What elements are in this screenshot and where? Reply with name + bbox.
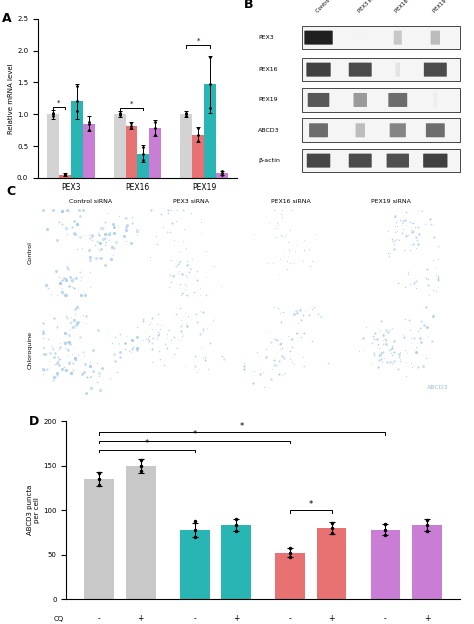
Bar: [84, 479, 114, 599]
Bar: [126, 125, 137, 178]
Text: *: *: [192, 431, 197, 439]
Bar: [302, 149, 460, 172]
FancyBboxPatch shape: [434, 93, 437, 107]
Text: ABCD3: ABCD3: [427, 385, 449, 391]
FancyBboxPatch shape: [388, 93, 407, 107]
Text: Control siRNA: Control siRNA: [315, 0, 344, 14]
FancyBboxPatch shape: [424, 62, 447, 77]
Bar: [180, 114, 192, 178]
Text: PEX19 siRNA: PEX19 siRNA: [371, 198, 411, 204]
Bar: [204, 84, 216, 178]
Bar: [126, 466, 155, 599]
FancyBboxPatch shape: [394, 31, 402, 44]
Bar: [192, 135, 204, 178]
Text: PEX16 siRNA: PEX16 siRNA: [271, 198, 310, 204]
FancyBboxPatch shape: [349, 62, 372, 77]
Text: -: -: [289, 614, 292, 623]
FancyBboxPatch shape: [390, 124, 406, 137]
Text: *: *: [309, 500, 313, 509]
Bar: [71, 102, 83, 178]
Bar: [180, 530, 210, 599]
Bar: [216, 173, 228, 178]
Text: +: +: [233, 614, 239, 623]
Bar: [302, 119, 460, 142]
FancyBboxPatch shape: [308, 93, 329, 107]
FancyBboxPatch shape: [309, 124, 328, 137]
FancyBboxPatch shape: [306, 62, 331, 77]
Text: A: A: [2, 12, 12, 26]
Text: ABCD3: ABCD3: [258, 128, 280, 133]
FancyBboxPatch shape: [307, 154, 330, 168]
Text: *: *: [130, 100, 133, 107]
Bar: [275, 553, 305, 599]
Text: PEX3 siRNA: PEX3 siRNA: [173, 198, 209, 204]
Bar: [59, 175, 71, 178]
Text: Control siRNA: Control siRNA: [69, 198, 112, 204]
FancyBboxPatch shape: [349, 154, 372, 168]
Text: C: C: [6, 185, 15, 198]
Bar: [302, 88, 460, 112]
Text: PEX19 siRNA: PEX19 siRNA: [432, 0, 459, 14]
Bar: [114, 114, 126, 178]
Text: PEX3 siRNA: PEX3 siRNA: [357, 0, 382, 14]
Text: *: *: [240, 422, 245, 431]
Text: +: +: [137, 614, 144, 623]
FancyBboxPatch shape: [423, 154, 447, 168]
Text: -: -: [193, 614, 196, 623]
Bar: [83, 124, 95, 178]
Bar: [412, 525, 442, 599]
Text: +: +: [328, 614, 335, 623]
Text: *: *: [196, 38, 200, 44]
Y-axis label: ABCD3 puncta
per cell: ABCD3 puncta per cell: [27, 485, 40, 535]
Text: D: D: [28, 415, 39, 428]
Text: β-actin: β-actin: [258, 158, 280, 163]
Text: Control: Control: [27, 241, 32, 264]
FancyBboxPatch shape: [395, 62, 400, 77]
FancyBboxPatch shape: [354, 93, 367, 107]
Bar: [47, 114, 59, 178]
Bar: [221, 525, 251, 599]
Text: B: B: [244, 0, 253, 11]
Bar: [317, 528, 346, 599]
Text: PEX3: PEX3: [258, 35, 274, 40]
Text: *: *: [57, 99, 61, 105]
FancyBboxPatch shape: [356, 124, 365, 137]
Text: -: -: [98, 614, 100, 623]
FancyBboxPatch shape: [426, 124, 445, 137]
Text: +: +: [424, 614, 430, 623]
Text: PEX16 siRNA: PEX16 siRNA: [394, 0, 422, 14]
Text: PEX16: PEX16: [258, 67, 278, 72]
Text: *: *: [145, 439, 149, 448]
Bar: [137, 154, 149, 178]
Y-axis label: Relative mRNA level: Relative mRNA level: [8, 63, 14, 134]
Bar: [302, 26, 460, 49]
Bar: [371, 530, 401, 599]
FancyBboxPatch shape: [359, 31, 362, 44]
FancyBboxPatch shape: [430, 31, 440, 44]
Text: PEX19: PEX19: [258, 97, 278, 102]
Text: CQ: CQ: [54, 616, 64, 622]
Text: Chloroquine: Chloroquine: [27, 331, 32, 369]
Text: -: -: [384, 614, 387, 623]
FancyBboxPatch shape: [387, 154, 409, 168]
Bar: [149, 128, 161, 178]
Bar: [302, 58, 460, 81]
FancyBboxPatch shape: [304, 31, 333, 44]
